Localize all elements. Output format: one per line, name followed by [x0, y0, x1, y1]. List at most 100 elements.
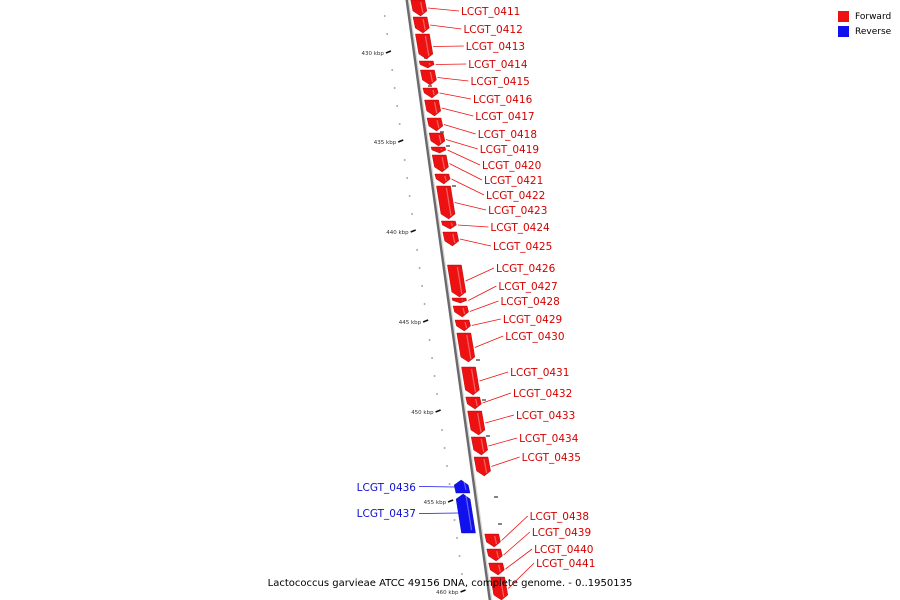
label-leader-line	[439, 92, 472, 100]
forward-gene-block[interactable]	[451, 297, 467, 304]
forward-gene-block[interactable]	[426, 117, 444, 132]
forward-gene-block[interactable]	[473, 456, 491, 477]
forward-gene-block[interactable]	[484, 533, 501, 548]
gene-label[interactable]: LCGT_0434	[519, 433, 579, 445]
reverse-swatch	[838, 26, 849, 37]
gene-label[interactable]: LCGT_0411	[461, 6, 520, 18]
gene-labels: LCGT_0411 LCGT_0412 LCGT_0413 LCGT_0414 LCGT…	[357, 6, 595, 589]
tick-label: 430 kbp	[361, 51, 384, 57]
gene-label[interactable]: LCGT_0428	[500, 296, 559, 308]
reverse-gene-block[interactable]	[453, 479, 471, 494]
gene-label[interactable]: LCGT_0438	[530, 511, 589, 523]
gene-label[interactable]: LCGT_0422	[486, 190, 545, 202]
label-leader-line	[507, 562, 535, 589]
gene-label[interactable]: LCGT_0413	[466, 41, 525, 53]
forward-gene-block[interactable]	[428, 132, 446, 147]
forward-gene-block[interactable]	[456, 332, 476, 363]
label-leader-line	[441, 107, 474, 117]
gene-label[interactable]: LCGT_0416	[473, 94, 533, 106]
major-tick	[397, 139, 404, 143]
gene-highlight	[420, 1, 424, 14]
forward-gene-block[interactable]	[470, 436, 488, 456]
forward-gene-block[interactable]	[461, 366, 480, 396]
tick-label: 440 kbp	[386, 230, 409, 236]
forward-gene-block[interactable]	[422, 87, 439, 99]
forward-gene-block[interactable]	[454, 319, 471, 332]
label-leader-line	[465, 267, 495, 282]
legend-label-reverse: Reverse	[855, 26, 892, 37]
gene-label[interactable]: LCGT_0435	[522, 452, 581, 464]
label-leader-line	[427, 7, 460, 12]
major-tick	[435, 409, 441, 413]
label-leader-line	[459, 238, 492, 247]
gene-label[interactable]: LCGT_0439	[532, 527, 591, 539]
major-tick	[447, 499, 454, 503]
forward-gene-block[interactable]	[452, 305, 469, 318]
label-leader-line	[430, 24, 462, 30]
forward-gene-block[interactable]	[430, 146, 447, 154]
label-leader-line	[445, 139, 478, 150]
gene-label[interactable]: LCGT_0418	[478, 129, 537, 141]
forward-gene-block[interactable]	[490, 576, 509, 600]
label-leader-line	[449, 163, 483, 181]
gene-label[interactable]: LCGT_0415	[471, 76, 530, 88]
gene-label[interactable]: LCGT_0423	[488, 205, 547, 217]
forward-gene-block[interactable]	[410, 0, 428, 17]
forward-gene-block[interactable]	[488, 562, 505, 576]
label-leader-line	[479, 371, 509, 382]
gene-label[interactable]: LCGT_0417	[475, 111, 534, 123]
gene-label[interactable]: LCGT_0426	[496, 263, 556, 275]
gene-highlight	[470, 368, 476, 393]
label-leader-line	[488, 437, 518, 447]
gene-label[interactable]: LCGT_0425	[493, 241, 552, 253]
forward-gene-block[interactable]	[447, 264, 467, 298]
forward-gene-block[interactable]	[415, 33, 434, 60]
forward-gene-block[interactable]	[436, 185, 456, 220]
gene-highlight	[444, 175, 447, 182]
gene-highlight	[462, 307, 466, 315]
gene-label[interactable]: LCGT_0420	[482, 160, 541, 172]
forward-gene-block[interactable]	[420, 69, 437, 86]
gene-label[interactable]: LCGT_0436	[357, 482, 417, 494]
forward-gene-block[interactable]	[424, 99, 441, 117]
forward-gene-block[interactable]	[465, 396, 482, 410]
gene-label[interactable]: LCGT_0429	[503, 314, 562, 326]
label-leader-line	[433, 45, 464, 47]
gene-label[interactable]: LCGT_0419	[480, 144, 539, 156]
gene-label[interactable]: LCGT_0412	[463, 24, 522, 36]
gene-label[interactable]: LCGT_0421	[484, 175, 543, 187]
reverse-gene-block[interactable]	[455, 493, 476, 534]
forward-gene-block[interactable]	[442, 231, 459, 247]
gene-label[interactable]: LCGT_0427	[498, 281, 557, 293]
label-leader-line	[485, 414, 515, 424]
gene-highlight	[500, 578, 505, 598]
tick-label: 455 kbp	[424, 500, 447, 506]
gene-label[interactable]: LCGT_0433	[516, 410, 575, 422]
gene-highlight	[424, 35, 430, 57]
backbone-line	[405, 0, 492, 600]
gene-highlight	[422, 18, 426, 31]
gene-highlight	[483, 458, 488, 474]
forward-gene-block[interactable]	[441, 220, 457, 230]
gene-label[interactable]: LCGT_0432	[513, 388, 572, 400]
forward-gene-block[interactable]	[486, 548, 503, 562]
gene-highlight	[445, 187, 452, 217]
gene-label[interactable]: LCGT_0430	[505, 331, 564, 343]
forward-gene-block[interactable]	[412, 16, 430, 34]
tick-label: 435 kbp	[374, 140, 397, 146]
forward-gene-block[interactable]	[418, 60, 435, 69]
scale-ticks: 430 kbp 435 kbp 440 kbp 445 kbp 450 kbp 455 k…	[361, 9, 502, 596]
forward-gene-block[interactable]	[467, 410, 486, 436]
gene-label[interactable]: LCGT_0431	[510, 367, 569, 379]
gene-label[interactable]: LCGT_0414	[468, 59, 528, 71]
gene-label[interactable]: LCGT_0424	[490, 222, 550, 234]
gene-highlight	[475, 398, 478, 407]
gene-label[interactable]: LCGT_0437	[357, 508, 416, 520]
label-leader-line	[501, 515, 528, 541]
gene-label[interactable]: LCGT_0441	[536, 558, 595, 570]
forward-gene-block[interactable]	[434, 173, 451, 185]
label-leader-line	[471, 318, 501, 326]
label-leader-line	[454, 202, 487, 211]
forward-gene-block[interactable]	[431, 154, 449, 173]
gene-label[interactable]: LCGT_0440	[534, 544, 593, 556]
